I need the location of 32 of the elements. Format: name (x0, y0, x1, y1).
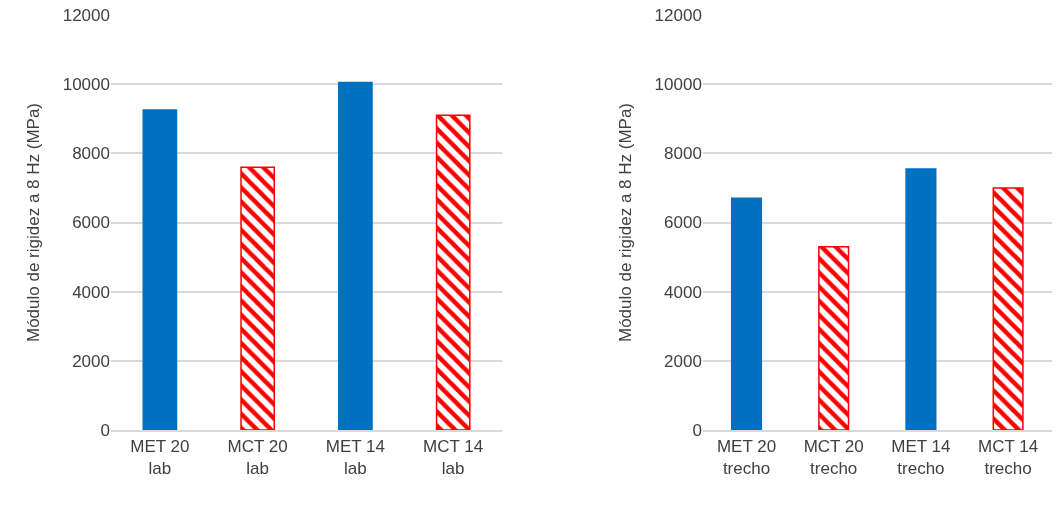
y-tick-label: 6000 (664, 213, 702, 233)
y-tick-label: 0 (692, 420, 702, 440)
y-axis-title: Módulo de rigidez a 8 Hz (MPa) (616, 102, 636, 343)
x-tick-label: MET 20 trecho (716, 437, 777, 479)
y-tick-label: 4000 (72, 282, 110, 302)
bar (905, 168, 937, 430)
bar (730, 197, 763, 430)
y-tick-label: 10000 (654, 75, 702, 95)
y-tick-label: 12000 (654, 5, 702, 25)
y-tick-label: 6000 (72, 213, 110, 233)
x-tick-label: MET 20 lab (130, 437, 190, 479)
bar (142, 109, 178, 430)
x-tick-label: MET 14 trecho (891, 437, 951, 479)
bar (992, 187, 1024, 430)
bar (435, 114, 471, 430)
x-tick-label: MET 14 lab (325, 437, 386, 479)
bar (818, 245, 850, 430)
y-tick-label: 2000 (72, 351, 110, 371)
y-tick-label: 0 (100, 420, 110, 440)
y-tick-label: 4000 (664, 282, 702, 302)
x-tick-label: MCT 14 trecho (978, 437, 1039, 479)
y-tick-label: 10000 (62, 75, 110, 95)
y-tick-label: 12000 (62, 5, 110, 25)
bar (338, 81, 373, 430)
y-axis-title: Módulo de rigidez a 8 Hz (MPa) (24, 102, 44, 343)
y-tick-label: 8000 (664, 144, 702, 164)
bar (240, 166, 276, 430)
y-tick-label: 8000 (72, 144, 110, 164)
y-tick-label: 2000 (664, 351, 702, 371)
x-tick-label: MCT 20 trecho (803, 437, 864, 479)
x-tick-label: MCT 14 lab (423, 437, 484, 479)
x-tick-label: MCT 20 lab (227, 437, 288, 479)
